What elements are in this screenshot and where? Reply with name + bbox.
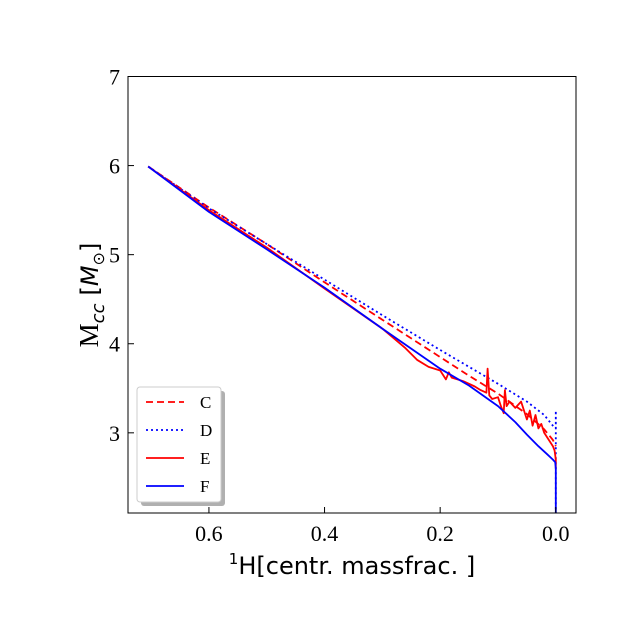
y-axis-label: Mcc[M⊙] bbox=[74, 243, 109, 348]
x-tick-label: 0.0 bbox=[542, 521, 570, 546]
y-axis-label-unit-sub: ⊙ bbox=[89, 252, 108, 265]
y-axis-label-unit-open: [ bbox=[76, 286, 104, 295]
legend-label-f: F bbox=[200, 477, 209, 496]
y-axis-label-unit-symbol: M bbox=[76, 265, 104, 286]
plot-frame bbox=[127, 76, 577, 514]
y-axis-label-sub: cc bbox=[88, 303, 109, 323]
x-axis-label: 1H[centr. massfrac. ] bbox=[229, 550, 475, 580]
legend-label-c: C bbox=[200, 393, 211, 412]
svg-text:Mcc[M⊙]: Mcc[M⊙] bbox=[74, 243, 109, 348]
series-line-d bbox=[147, 165, 557, 513]
y-axis-label-main: M bbox=[74, 323, 104, 347]
series-layer bbox=[147, 165, 557, 513]
x-axis-label-superscript: 1 bbox=[229, 550, 239, 568]
series-line-f bbox=[147, 165, 557, 513]
legend-box bbox=[136, 386, 222, 503]
series-line-c bbox=[147, 165, 557, 447]
x-axis-ticks: 0.6 0.4 0.2 0.0 bbox=[195, 507, 570, 546]
x-tick-label: 0.2 bbox=[426, 521, 454, 546]
y-tick-label: 4 bbox=[109, 332, 120, 357]
y-tick-label: 3 bbox=[109, 421, 120, 446]
y-axis-label-unit-close: ] bbox=[76, 243, 104, 252]
legend-label-d: D bbox=[200, 421, 212, 440]
x-tick-label: 0.6 bbox=[195, 521, 223, 546]
y-axis-ticks: 3 4 5 6 7 bbox=[109, 65, 134, 446]
x-tick-label: 0.4 bbox=[311, 521, 339, 546]
legend-label-e: E bbox=[200, 449, 210, 468]
series-line-e bbox=[147, 165, 557, 469]
x-axis-label-text: H[centr. massfrac. ] bbox=[238, 552, 475, 580]
y-tick-label: 7 bbox=[109, 65, 120, 90]
y-tick-label: 5 bbox=[109, 243, 120, 268]
y-tick-label: 6 bbox=[109, 154, 120, 179]
